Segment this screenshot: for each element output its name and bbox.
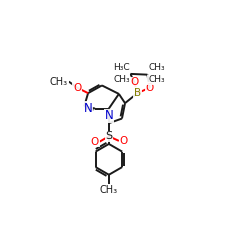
Text: S: S (105, 131, 112, 141)
Text: H₃C: H₃C (113, 62, 130, 72)
Text: O: O (146, 83, 154, 93)
Text: N: N (104, 110, 113, 122)
Text: O: O (130, 77, 138, 87)
Text: O: O (90, 137, 99, 147)
Text: CH₃: CH₃ (148, 76, 165, 84)
Text: B: B (134, 88, 141, 98)
Text: CH₃: CH₃ (50, 76, 68, 86)
Text: CH₃: CH₃ (113, 75, 130, 84)
Text: CH₃: CH₃ (148, 63, 165, 72)
Text: O: O (120, 136, 128, 146)
Text: O: O (73, 83, 82, 93)
Text: CH₃: CH₃ (100, 185, 118, 195)
Text: N: N (84, 102, 93, 115)
